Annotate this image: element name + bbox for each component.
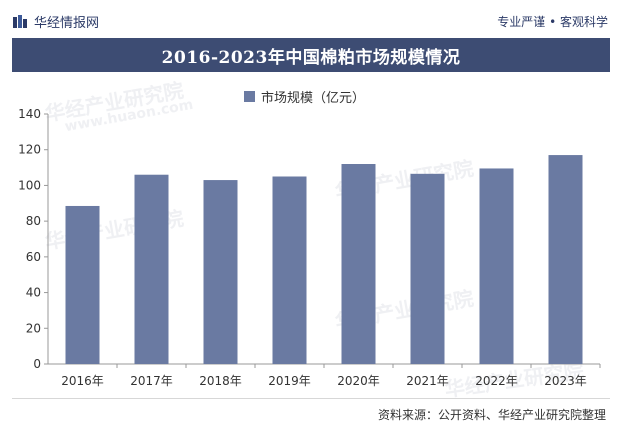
bar (134, 174, 169, 364)
legend: 市场规模（亿元） (244, 87, 365, 106)
source-divider (12, 398, 610, 399)
chart-title: 2016-2023年中国棉粕市场规模情况 (12, 38, 610, 72)
x-tick-label: 2023年 (544, 374, 587, 388)
y-tick-label: 120 (18, 143, 41, 157)
bar (548, 155, 583, 364)
bar (65, 205, 100, 364)
tagline: 专业严谨 • 客观科学 (497, 15, 608, 29)
y-tick-label: 100 (18, 178, 41, 192)
legend-swatch (244, 91, 255, 102)
logo-icon (13, 14, 27, 28)
x-tick-label: 2018年 (199, 374, 242, 388)
x-tick-label: 2016年 (61, 374, 104, 388)
infographic-frame: 华经情报网 专业严谨 • 客观科学 2016-2023年中国棉粕市场规模情况 市… (4, 4, 618, 430)
brand: 华经情报网 (12, 12, 99, 31)
y-tick-label: 40 (26, 286, 41, 300)
y-tick-label: 80 (26, 214, 41, 228)
bar-chart: 0 20 40 60 80 100 120 140 2016年 2017年 2018年 2019年 20… (18, 107, 601, 388)
brand-name: 华经情报网 (34, 16, 100, 31)
header-bar: 华经情报网 专业严谨 • 客观科学 (4, 4, 618, 36)
bar (272, 176, 307, 364)
bar (341, 164, 376, 364)
x-tick-label: 2019年 (268, 374, 311, 388)
x-tick-label: 2017年 (130, 374, 173, 388)
source-note: 资料来源：公开资料、华经产业研究院整理 (377, 408, 606, 422)
y-tick-label: 0 (33, 357, 41, 371)
y-tick-label: 60 (26, 250, 41, 264)
bar (410, 173, 445, 364)
bar (203, 180, 238, 364)
x-tick-label: 2021年 (406, 374, 449, 388)
y-tick-label: 20 (26, 321, 41, 335)
legend-label: 市场规模（亿元） (261, 91, 366, 106)
y-tick-label: 140 (18, 107, 41, 121)
bar (479, 168, 514, 364)
x-tick-label: 2020年 (337, 374, 380, 388)
x-tick-label: 2022年 (475, 374, 518, 388)
